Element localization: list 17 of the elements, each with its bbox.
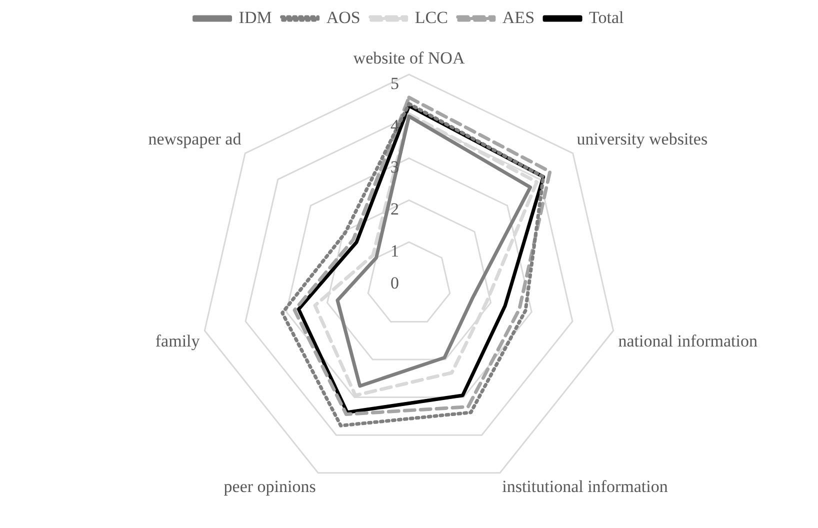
spoke-label: newspaper ad [148,129,242,148]
y-tick-label: 1 [390,242,399,261]
spoke-label: university websites [576,129,708,148]
legend-label: IDM [238,8,272,27]
y-tick-label: 4 [390,116,400,135]
legend-label: AOS [326,8,360,27]
spoke-label: peer opinions [224,477,316,496]
spoke-label: family [155,331,200,350]
y-tick-label: 2 [390,200,399,219]
legend-label: AES [502,8,535,27]
spoke-label: national information [618,331,758,350]
y-tick-label: 0 [390,273,399,292]
y-tick-label: 5 [390,74,399,93]
legend-label: LCC [414,8,448,27]
legend-label: Total [589,8,624,27]
spoke-label: website of NOA [353,48,466,68]
spoke-label: institutional information [502,477,668,496]
